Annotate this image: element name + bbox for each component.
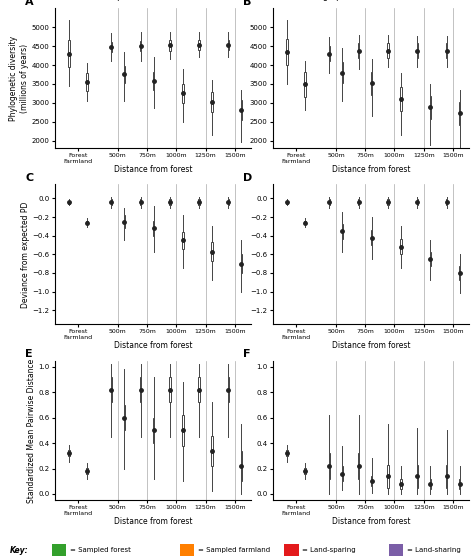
Bar [459,102,460,125]
Bar [241,451,242,481]
Text: = Sampled forest: = Sampled forest [70,547,131,553]
Bar [358,200,359,205]
Bar [110,377,112,402]
Bar [86,468,88,474]
Bar [342,62,343,83]
Bar [371,72,373,94]
Bar [86,221,88,224]
Bar [358,43,359,58]
Y-axis label: Deviance from expected PD: Deviance from expected PD [21,201,30,307]
Text: A: A [25,0,34,7]
Bar [446,43,447,58]
Text: = Sampled farmland: = Sampled farmland [198,547,270,553]
Bar [417,465,418,487]
Bar [110,41,112,52]
Bar [417,200,418,205]
Bar [241,254,242,273]
X-axis label: Distance from forest: Distance from forest [332,165,410,174]
Text: F: F [243,349,251,359]
Bar [124,405,125,430]
Bar [304,72,306,97]
Bar [400,479,401,489]
Bar [199,40,200,50]
Bar [140,377,141,402]
Bar [459,266,460,281]
Text: E: E [25,349,33,359]
Bar [342,466,343,481]
Bar [241,100,242,120]
Bar [169,40,171,51]
Text: B: B [243,0,251,7]
Bar [286,450,288,457]
Bar [387,43,389,58]
Text: Key:: Key: [9,546,28,555]
Bar [68,450,70,457]
Bar [328,46,330,61]
Bar [68,201,70,203]
Y-axis label: Standardized Mean Pairwise Distance: Standardized Mean Pairwise Distance [27,358,36,503]
Bar [446,465,447,487]
Bar [140,41,141,51]
Text: Low production scenarios:: Low production scenarios: [98,0,208,2]
Bar [446,200,447,205]
Bar [387,200,389,205]
Text: = Land-sharing: = Land-sharing [407,547,460,553]
Bar [371,476,373,486]
Text: = Land-sparing: = Land-sparing [302,547,356,553]
Bar [371,230,373,245]
Bar [429,252,431,267]
Text: C: C [25,173,33,183]
X-axis label: Distance from forest: Distance from forest [114,518,192,527]
Bar [328,453,330,479]
Bar [211,242,213,261]
Bar [228,40,229,50]
Bar [153,221,155,236]
X-axis label: Distance from forest: Distance from forest [332,518,410,527]
Bar [429,96,431,119]
Bar [429,479,431,489]
Bar [182,415,183,446]
Bar [417,43,418,58]
Bar [182,232,183,249]
Bar [182,84,183,103]
Bar [199,200,200,205]
Bar [286,39,288,65]
Bar [400,87,401,111]
Bar [68,40,70,67]
Bar [124,66,125,83]
X-axis label: Distance from forest: Distance from forest [114,165,192,174]
Bar [459,479,460,489]
Text: High production scenarios:: High production scenarios: [314,0,428,2]
Bar [286,201,288,203]
Bar [400,239,401,254]
Bar [304,468,306,474]
Bar [304,221,306,224]
Y-axis label: Phylogenetic diversity
(millions of years): Phylogenetic diversity (millions of year… [9,36,29,121]
Bar [110,200,112,205]
Text: D: D [243,173,252,183]
X-axis label: Distance from forest: Distance from forest [114,342,192,350]
Bar [153,418,155,443]
Bar [358,453,359,479]
Bar [86,73,88,92]
Bar [387,465,389,487]
Bar [140,200,141,205]
Bar [211,92,213,112]
Bar [328,200,330,205]
Bar [169,377,171,402]
Bar [228,377,229,402]
Bar [342,224,343,239]
Bar [228,200,229,205]
Bar [169,200,171,205]
Bar [211,435,213,466]
Bar [153,72,155,89]
Bar [199,377,200,402]
Bar [124,215,125,228]
X-axis label: Distance from forest: Distance from forest [332,342,410,350]
